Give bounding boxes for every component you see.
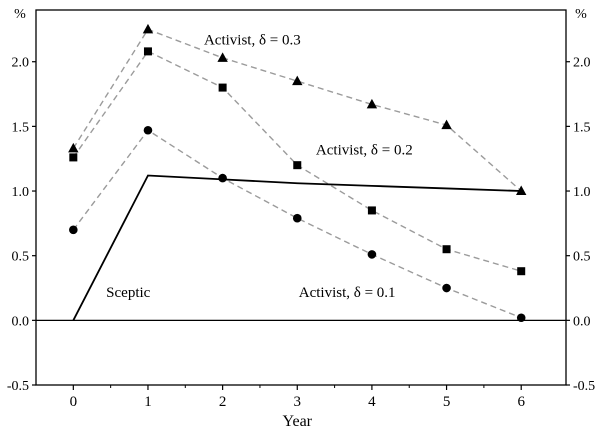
series-line [72, 174, 522, 321]
y-axis-right-tick-label: 0.0 [573, 314, 591, 329]
y-axis-left-tick-label: 0.0 [12, 314, 30, 329]
data-point-marker [143, 47, 152, 56]
data-point-marker [292, 213, 302, 223]
x-axis-tick-label: 2 [219, 394, 227, 410]
series-sceptic [72, 174, 522, 321]
y-axis-right-tick-label: 0.5 [573, 250, 591, 265]
annotation-activist-0-2: Activist, δ = 0.2 [316, 143, 413, 159]
x-axis-tick-label: 0 [70, 394, 78, 410]
data-point-marker [293, 161, 302, 170]
annotation-sceptic: Sceptic [106, 285, 150, 301]
data-point-marker [292, 75, 303, 86]
y-axis-left-tick-label: 1.5 [12, 120, 30, 135]
y-axis-left-tick-label: 2.0 [12, 56, 30, 71]
y-axis-right-tick-label: -0.5 [573, 379, 595, 394]
data-point-marker [442, 245, 451, 254]
y-axes: -0.5 -0.5 0.0 0.0 0.5 0.5 1.0 1.0 1.5 1.5 2.0 2.0 [7, 56, 595, 394]
x-axis-tick-label: 3 [294, 394, 302, 410]
data-point-marker [143, 125, 153, 135]
x-axis-tick-label: 4 [368, 394, 376, 410]
series-activist-0-1 [69, 125, 526, 323]
annotation-activist-0-3: Activist, δ = 0.3 [204, 33, 301, 49]
data-point-marker [516, 313, 526, 323]
data-point-marker [217, 52, 228, 62]
y-axis-left-tick-label: 0.5 [12, 250, 30, 265]
data-point-marker [366, 98, 378, 109]
series-activist-0-2 [69, 47, 526, 276]
y-axis-left-tick-label: -0.5 [7, 379, 29, 394]
data-point-marker [142, 23, 154, 34]
y-axis-right-tick-label: 1.5 [573, 120, 591, 135]
data-point-marker [218, 173, 227, 183]
series-activist-0-3 [68, 23, 527, 196]
data-point-marker [69, 153, 78, 162]
x-axis: 0 1 2 3 4 5 6 [70, 385, 525, 410]
data-point-marker [218, 83, 227, 92]
data-point-marker [367, 250, 377, 259]
y-axis-left-tick-label: 1.0 [12, 185, 30, 200]
data-point-marker [69, 225, 78, 235]
y-axis-right-title: % [575, 7, 587, 22]
plot-frame [35, 9, 567, 386]
y-axis-left-title: % [14, 7, 26, 22]
data-point-marker [517, 267, 526, 276]
y-axis-right-tick-label: 1.0 [573, 185, 591, 200]
x-axis-tick-label: 5 [443, 394, 451, 410]
data-point-marker [367, 206, 376, 215]
x-axis-tick-label: 1 [144, 394, 152, 410]
x-axis-title: Year [283, 413, 313, 430]
x-axis-tick-label: 6 [517, 394, 525, 410]
y-axis-right-tick-label: 2.0 [573, 56, 591, 71]
data-point-marker [68, 142, 79, 153]
data-point-marker [442, 283, 451, 293]
data-point-marker [441, 119, 452, 130]
annotation-activist-0-1: Activist, δ = 0.1 [299, 285, 396, 301]
